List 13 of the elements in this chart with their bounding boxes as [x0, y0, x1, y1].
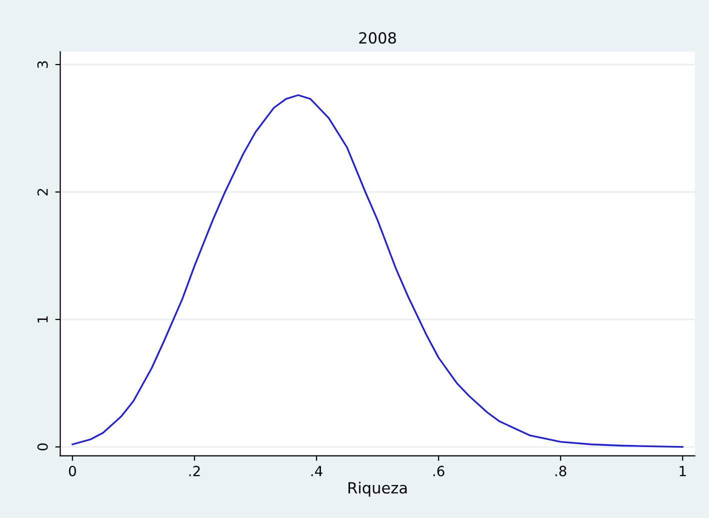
chart-title: 2008 — [359, 32, 396, 44]
x-tick-label: .4 — [311, 466, 322, 476]
y-tick-label: 1 — [38, 316, 48, 322]
x-tick-label: .8 — [555, 466, 566, 476]
y-tick-label: 0 — [37, 443, 48, 450]
x-tick-label: .2 — [189, 466, 200, 476]
x-axis-title: Riqueza — [348, 482, 407, 497]
x-tick-label: 0 — [68, 466, 76, 476]
x-tick-label: .6 — [433, 466, 444, 476]
x-tick-label: 1 — [680, 466, 686, 476]
y-tick-label: 2 — [37, 188, 48, 196]
y-tick-label: 3 — [37, 61, 48, 68]
line-series — [72, 94, 684, 448]
